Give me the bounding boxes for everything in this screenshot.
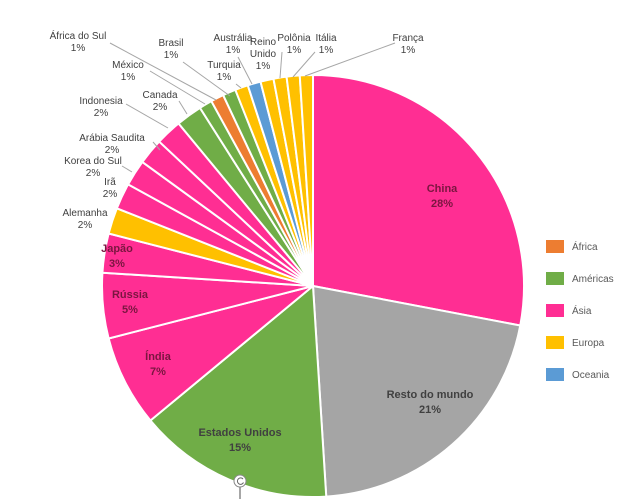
slice-china[interactable] xyxy=(312,73,525,327)
data-label: Korea do Sul 2% xyxy=(64,156,122,179)
leader-line xyxy=(292,51,316,78)
slice-resto-do-mundo[interactable] xyxy=(311,284,522,498)
data-label: Estados Unidos 15% xyxy=(198,427,281,454)
data-label: Brasil 1% xyxy=(158,38,183,61)
rotate-handle[interactable] xyxy=(233,474,247,499)
data-label: Itália 1% xyxy=(315,33,337,56)
legend-swatch xyxy=(546,240,564,253)
legend-label: Ásia xyxy=(572,304,592,317)
leader-line xyxy=(235,83,242,89)
legend-swatch xyxy=(546,336,564,349)
legend-swatch xyxy=(546,368,564,381)
leader-line xyxy=(237,56,253,85)
data-label: Arábia Saudita 2% xyxy=(79,133,145,156)
leader-line xyxy=(178,100,188,115)
data-label: Japão 3% xyxy=(101,243,133,270)
leader-line xyxy=(125,103,169,129)
data-label: África do Sul 1% xyxy=(50,29,107,54)
legend-label: Américas xyxy=(572,274,614,285)
legend-label: Europa xyxy=(572,338,605,349)
data-label: Rússia 5% xyxy=(112,289,149,316)
leader-line xyxy=(149,70,206,105)
legend-swatch xyxy=(546,272,564,285)
legend-label: Oceania xyxy=(572,370,610,381)
data-label: Indonesia 2% xyxy=(79,96,123,119)
data-label: Canada 2% xyxy=(142,90,177,113)
data-label: Polônia 1% xyxy=(277,33,311,56)
data-label: Reino Unido 1% xyxy=(250,37,277,72)
leader-line xyxy=(279,51,283,79)
leader-line xyxy=(109,42,217,101)
data-label: Índia 7% xyxy=(145,350,172,378)
data-label: México 1% xyxy=(112,60,144,83)
data-label: Austrália 1% xyxy=(214,33,253,56)
legend-label: África xyxy=(572,240,598,253)
leader-line xyxy=(121,165,133,173)
leader-line xyxy=(304,42,396,77)
data-label: Resto do mundo 21% xyxy=(387,389,474,416)
leader-line xyxy=(182,61,231,97)
legend-swatch xyxy=(546,304,564,317)
data-label: Irã 2% xyxy=(103,177,118,200)
leader-line xyxy=(152,141,161,151)
data-label: Alemanha 2% xyxy=(62,208,107,231)
rotate-icon[interactable] xyxy=(233,474,247,488)
data-label: China 28% xyxy=(427,183,458,210)
data-label: França 1% xyxy=(392,33,424,56)
slice-estados-unidos[interactable] xyxy=(149,283,328,498)
data-label: Turquia 1% xyxy=(207,60,241,83)
